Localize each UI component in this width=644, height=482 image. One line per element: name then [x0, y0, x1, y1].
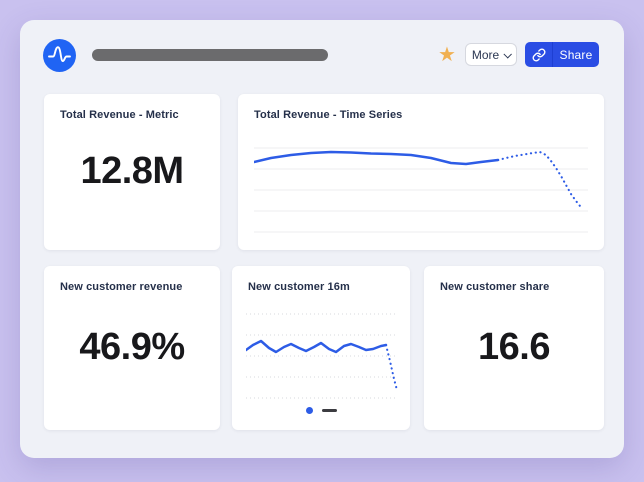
card-title: Total Revenue - Metric	[60, 109, 179, 121]
favorite-star-icon[interactable]: ★	[438, 44, 456, 66]
card-title: New customer revenue	[60, 281, 183, 293]
share-button-label: Share	[559, 47, 593, 62]
more-button-label: More	[471, 47, 500, 62]
amplitude-logo-icon	[43, 39, 76, 72]
copy-link-segment[interactable]	[525, 42, 552, 67]
link-icon	[532, 48, 545, 61]
share-button-divider	[552, 42, 553, 67]
pagination-dash[interactable]	[321, 409, 337, 412]
pagination-dot-active[interactable]	[305, 407, 313, 414]
card-title: New customer 16m	[248, 281, 350, 293]
card-title: New customer share	[440, 281, 550, 293]
card-total-revenue-time-series: Total Revenue - Time Series	[238, 94, 604, 250]
more-button[interactable]: More	[465, 43, 517, 66]
metric-value: 46.9%	[79, 326, 185, 368]
dashboard-window: ★ More Share Total Revenue - Metric 12.8…	[20, 20, 624, 458]
card-new-customer-16m: New customer 16m	[232, 266, 410, 430]
share-button[interactable]: Share	[525, 42, 599, 67]
amplitude-logo[interactable]	[43, 39, 76, 72]
metric-value: 12.8M	[80, 150, 184, 192]
metric-value: 16.6	[478, 326, 550, 368]
chevron-down-icon	[503, 49, 513, 59]
chart-pagination	[232, 407, 410, 414]
sparkline-chart[interactable]	[246, 306, 398, 404]
card-new-customer-share: New customer share 16.6	[424, 266, 604, 430]
card-new-customer-revenue: New customer revenue 46.9%	[44, 266, 220, 430]
card-title: Total Revenue - Time Series	[254, 109, 403, 121]
time-series-chart[interactable]	[254, 136, 588, 238]
dashboard-title-placeholder-bar	[92, 49, 328, 61]
line-chart-canvas	[254, 147, 588, 233]
line-chart-canvas	[246, 313, 398, 399]
card-total-revenue-metric: Total Revenue - Metric 12.8M	[44, 94, 220, 250]
